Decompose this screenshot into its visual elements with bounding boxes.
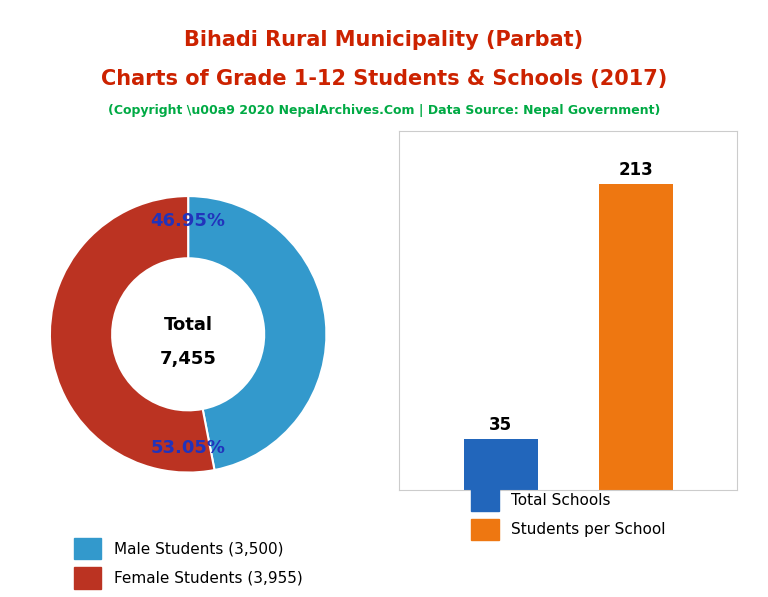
Legend: Total Schools, Students per School: Total Schools, Students per School <box>465 484 671 546</box>
Wedge shape <box>188 196 326 470</box>
Text: (Copyright \u00a9 2020 NepalArchives.Com | Data Source: Nepal Government): (Copyright \u00a9 2020 NepalArchives.Com… <box>108 104 660 118</box>
Text: 35: 35 <box>489 416 512 433</box>
Text: Charts of Grade 1-12 Students & Schools (2017): Charts of Grade 1-12 Students & Schools … <box>101 69 667 89</box>
Wedge shape <box>50 196 214 473</box>
Text: 53.05%: 53.05% <box>151 439 226 457</box>
Text: 7,455: 7,455 <box>160 350 217 368</box>
Text: Bihadi Rural Municipality (Parbat): Bihadi Rural Municipality (Parbat) <box>184 30 584 50</box>
Text: 46.95%: 46.95% <box>151 212 226 230</box>
Bar <box>464 439 538 490</box>
Text: Total: Total <box>164 316 213 334</box>
Bar <box>599 184 673 490</box>
Text: 213: 213 <box>618 161 654 179</box>
Legend: Male Students (3,500), Female Students (3,955): Male Students (3,500), Female Students (… <box>66 530 310 596</box>
